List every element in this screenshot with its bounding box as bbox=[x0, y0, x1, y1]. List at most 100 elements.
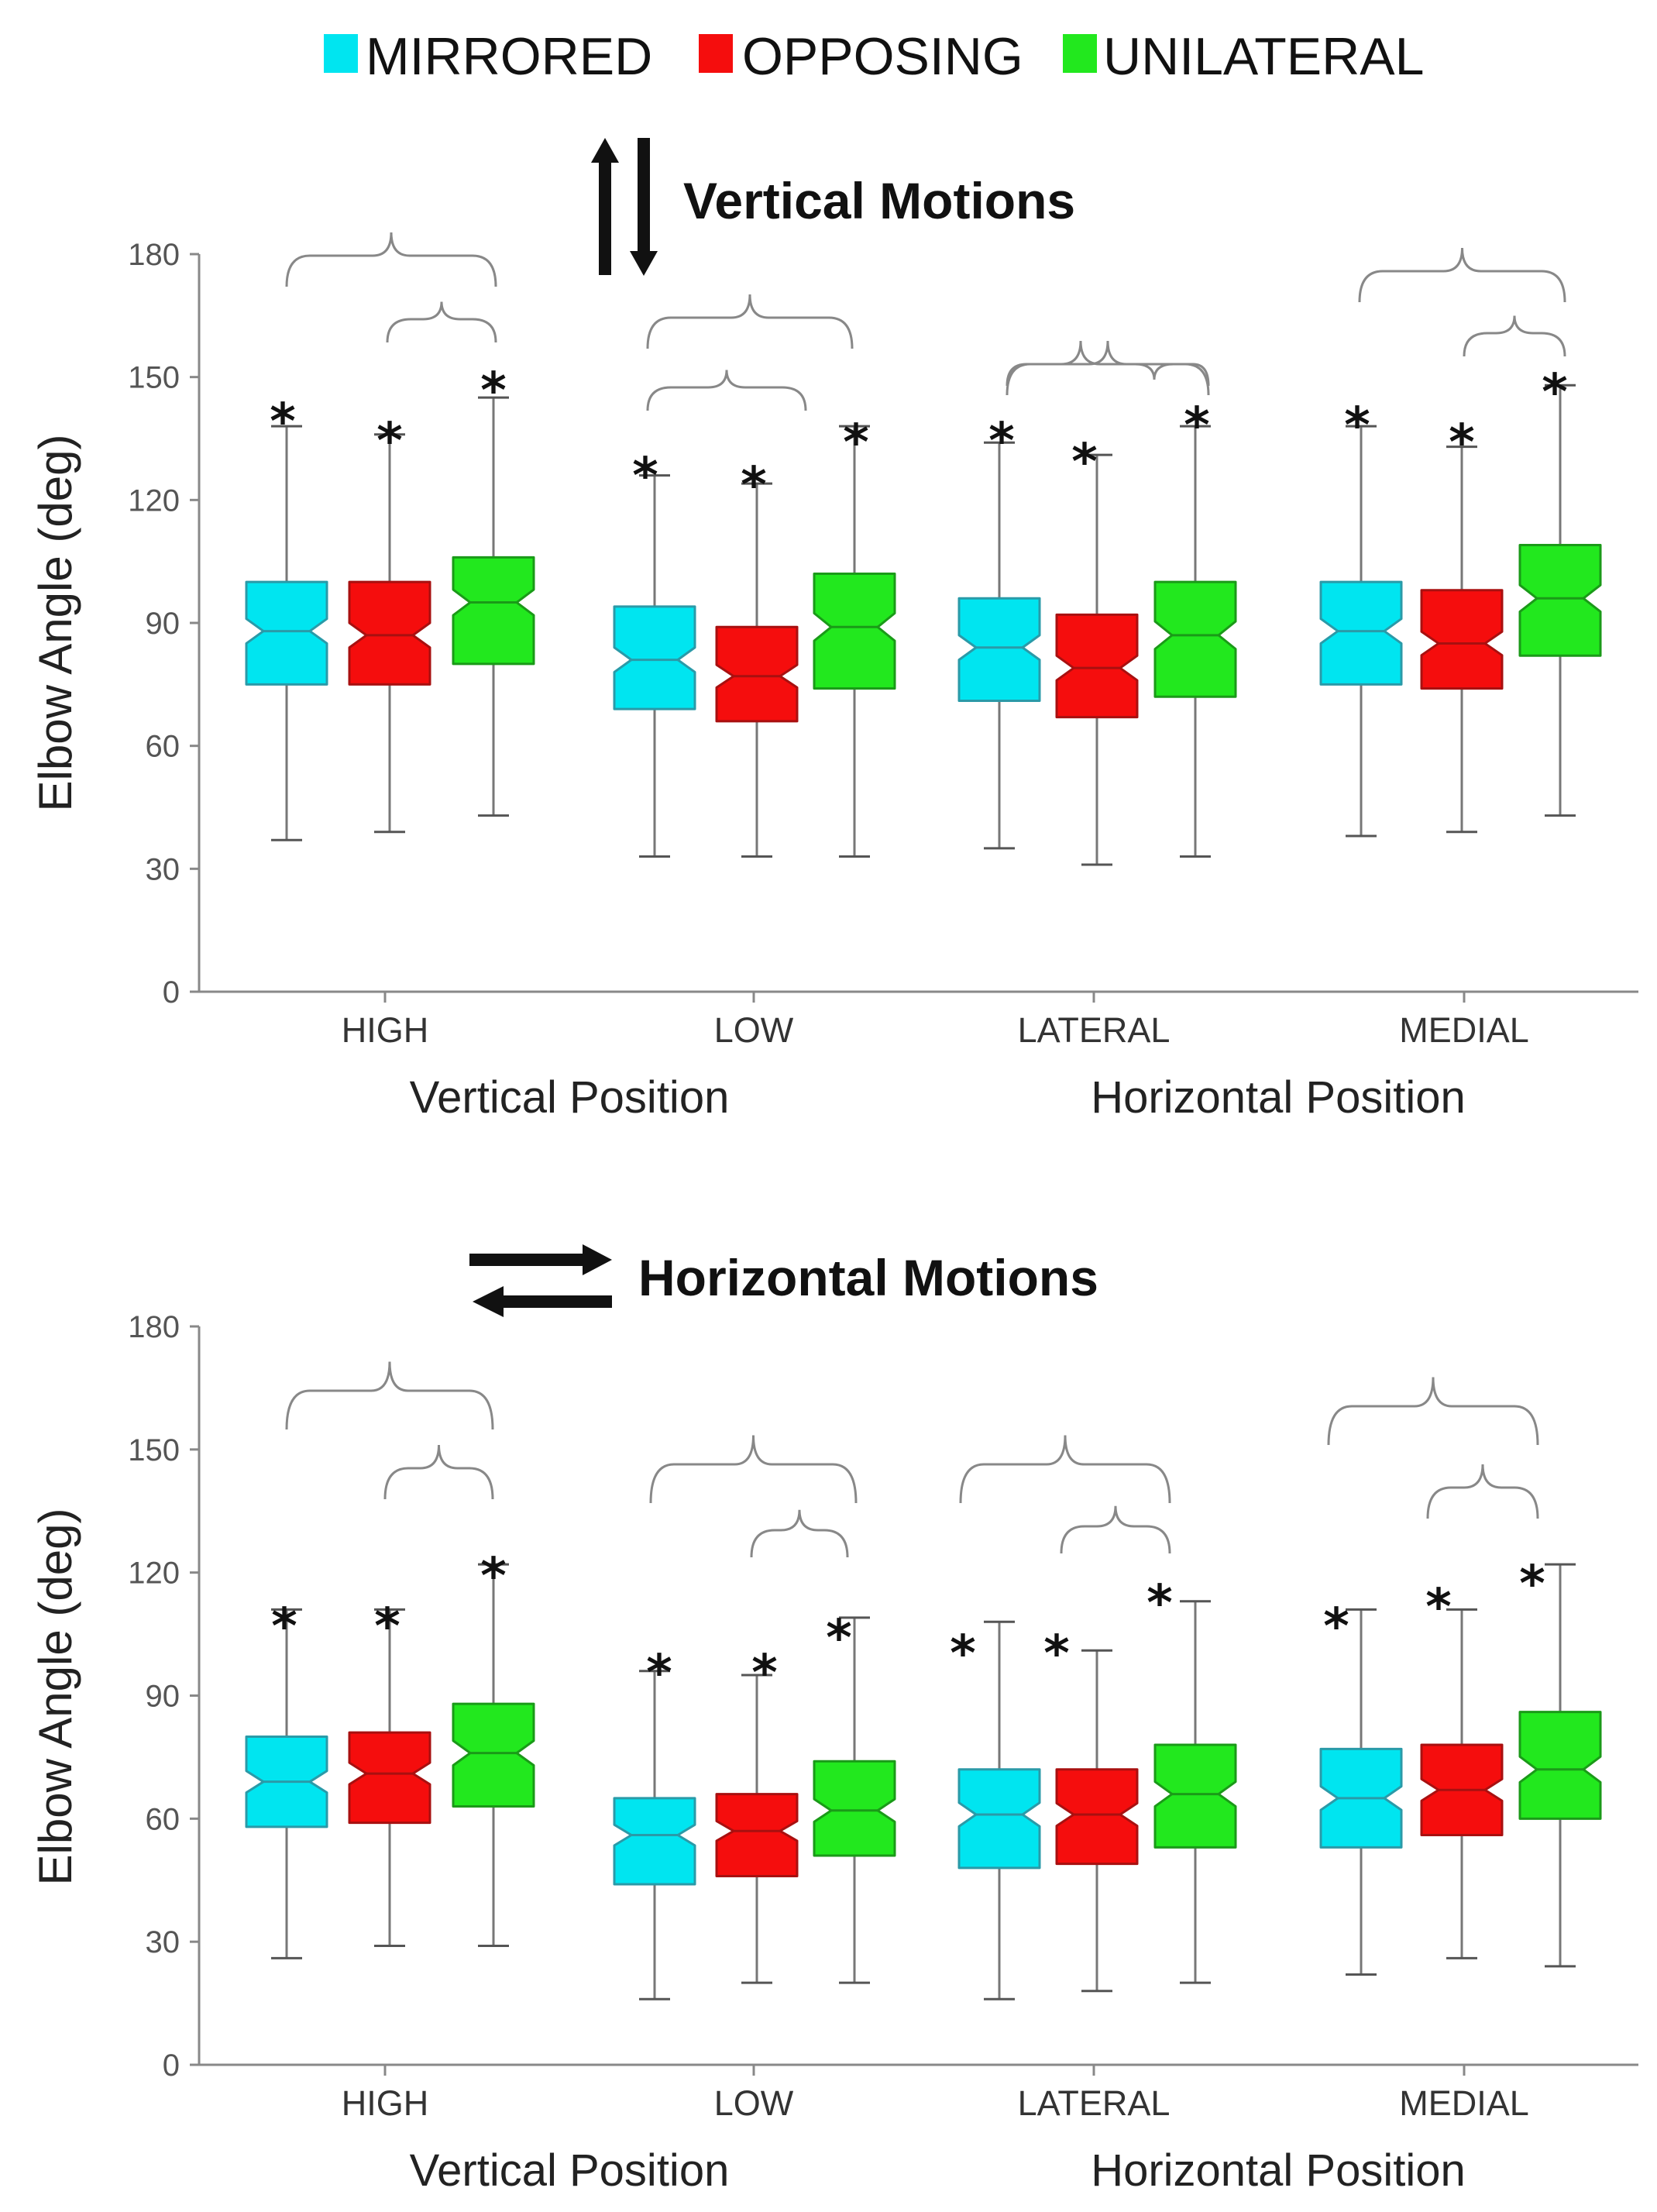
significance-brace bbox=[1358, 247, 1566, 303]
box-unilateral-lateral bbox=[1153, 1743, 1237, 1849]
significance-brace bbox=[750, 1509, 849, 1558]
significance-brace bbox=[1006, 340, 1210, 387]
category-label: LOW bbox=[714, 1010, 794, 1050]
significance-star: * bbox=[1449, 415, 1474, 472]
horizontal-motions-header: Horizontal Motions bbox=[469, 1244, 1098, 1317]
legend-label-opposing: OPPOSING bbox=[742, 27, 1023, 86]
group-label: Horizontal Position bbox=[1091, 1072, 1466, 1123]
significance-star: * bbox=[271, 1598, 297, 1656]
significance-star: * bbox=[1519, 1556, 1545, 1613]
vertical-motions-header: Vertical Motions bbox=[591, 138, 1075, 276]
significance-star: * bbox=[1146, 1575, 1172, 1632]
significance-star: * bbox=[1425, 1579, 1451, 1636]
box-mirrored-medial bbox=[1319, 580, 1403, 686]
significance-brace bbox=[646, 370, 807, 411]
significance-star: * bbox=[646, 1645, 672, 1702]
y-tick-label: 30 bbox=[146, 1925, 180, 1959]
significance-brace bbox=[285, 232, 497, 287]
box-unilateral-medial bbox=[1518, 544, 1602, 657]
box-opposing-low bbox=[715, 1793, 799, 1877]
category-label: HIGH bbox=[342, 1010, 429, 1050]
group-label: Horizontal Position bbox=[1091, 2145, 1466, 2196]
legend-swatch-unilateral bbox=[1063, 34, 1097, 73]
box-mirrored-high bbox=[245, 580, 328, 686]
box-mirrored-lateral bbox=[957, 597, 1041, 702]
y-tick-label: 120 bbox=[128, 483, 180, 518]
significance-star: * bbox=[376, 413, 402, 470]
y-tick-label: 180 bbox=[128, 1310, 180, 1344]
panel-horizontal-motions: 0 30 60 90 120 150 180 Elbow Angle (deg) HIGH LOW… bbox=[29, 1310, 1638, 2196]
box-opposing-high bbox=[348, 580, 431, 686]
y-tick-label: 30 bbox=[146, 852, 180, 886]
legend: MIRRORED OPPOSING UNILATERAL bbox=[324, 27, 1424, 86]
category-label: LATERAL bbox=[1018, 2083, 1171, 2123]
significance-star: * bbox=[632, 448, 658, 505]
box-mirrored-low bbox=[613, 605, 696, 710]
panel-vertical-motions: 0 30 60 90 120 150 180 Elbow Angle (deg) HIGH LOW… bbox=[29, 232, 1638, 1123]
box-opposing-low bbox=[715, 625, 799, 723]
panel-title-vertical: Vertical Motions bbox=[683, 172, 1075, 229]
significance-star: * bbox=[741, 457, 766, 514]
y-axis-label: Elbow Angle (deg) bbox=[29, 1508, 81, 1886]
significance-brace bbox=[649, 1435, 858, 1504]
box-unilateral-high bbox=[452, 556, 535, 666]
box-opposing-lateral bbox=[1055, 613, 1139, 719]
y-tick-label: 60 bbox=[146, 1802, 180, 1836]
significance-brace bbox=[959, 1435, 1171, 1504]
significance-brace bbox=[1426, 1464, 1539, 1519]
y-tick-label: 90 bbox=[146, 607, 180, 641]
y-tick-label: 150 bbox=[128, 1433, 180, 1467]
box-opposing-lateral bbox=[1055, 1768, 1139, 1866]
significance-star: * bbox=[480, 363, 506, 420]
group-label: Vertical Position bbox=[410, 1072, 730, 1123]
significance-star: * bbox=[1043, 1625, 1069, 1683]
significance-star: * bbox=[1323, 1598, 1349, 1656]
box-unilateral-low bbox=[813, 573, 896, 690]
horizontal-arrows-icon bbox=[469, 1244, 612, 1317]
box-unilateral-lateral bbox=[1153, 580, 1237, 698]
box-mirrored-low bbox=[613, 1797, 696, 1886]
significance-brace bbox=[1327, 1377, 1539, 1446]
y-tick-label: 60 bbox=[146, 730, 180, 764]
panel-title-horizontal: Horizontal Motions bbox=[638, 1249, 1098, 1306]
vertical-arrows-icon bbox=[591, 138, 658, 276]
significance-brace bbox=[383, 1444, 494, 1500]
significance-brace bbox=[1463, 315, 1566, 357]
significance-brace bbox=[285, 1361, 494, 1430]
significance-star: * bbox=[843, 415, 868, 472]
box-unilateral-medial bbox=[1518, 1711, 1602, 1820]
significance-star: * bbox=[1344, 397, 1370, 455]
box-unilateral-low bbox=[813, 1760, 896, 1857]
significance-star: * bbox=[374, 1598, 400, 1656]
significance-star: * bbox=[1184, 397, 1209, 455]
box-unilateral-high bbox=[452, 1702, 535, 1808]
y-tick-label: 120 bbox=[128, 1557, 180, 1591]
significance-star: * bbox=[1071, 434, 1097, 491]
significance-star: * bbox=[270, 394, 295, 451]
legend-label-unilateral: UNILATERAL bbox=[1103, 27, 1424, 86]
y-tick-label: 0 bbox=[163, 975, 180, 1010]
category-label: MEDIAL bbox=[1399, 1010, 1529, 1050]
significance-star: * bbox=[988, 413, 1014, 470]
significance-star: * bbox=[480, 1548, 506, 1605]
group-label: Vertical Position bbox=[410, 2145, 730, 2196]
significance-brace bbox=[646, 294, 854, 349]
y-tick-label: 150 bbox=[128, 361, 180, 395]
box-opposing-medial bbox=[1420, 589, 1504, 690]
category-label: LOW bbox=[714, 2083, 794, 2123]
legend-swatch-mirrored bbox=[324, 34, 358, 73]
category-label: HIGH bbox=[342, 2083, 429, 2123]
y-axis-label: Elbow Angle (deg) bbox=[29, 435, 81, 812]
significance-brace bbox=[386, 301, 497, 343]
legend-swatch-opposing bbox=[699, 34, 733, 73]
significance-star: * bbox=[950, 1625, 975, 1683]
significance-star: * bbox=[751, 1645, 777, 1702]
significance-brace bbox=[1060, 1505, 1171, 1554]
significance-star: * bbox=[826, 1610, 851, 1667]
y-tick-label: 180 bbox=[128, 238, 180, 272]
legend-label-mirrored: MIRRORED bbox=[366, 27, 652, 86]
box-opposing-high bbox=[348, 1731, 431, 1825]
box-mirrored-lateral bbox=[957, 1768, 1041, 1870]
y-tick-label: 0 bbox=[163, 2049, 180, 2083]
